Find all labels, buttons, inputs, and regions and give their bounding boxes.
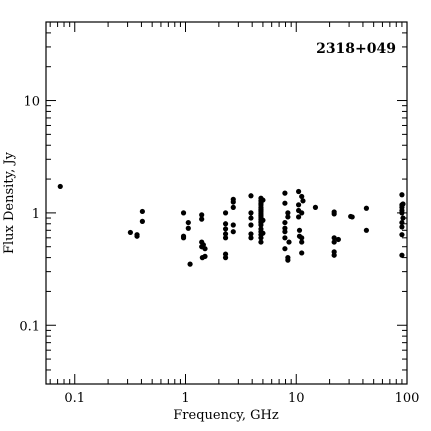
data-point: [285, 210, 291, 216]
data-point: [230, 229, 236, 235]
x-tick-label: 0.1: [64, 391, 85, 406]
data-point: [134, 232, 140, 238]
data-point: [331, 211, 337, 217]
data-point: [199, 216, 205, 222]
data-point: [399, 192, 405, 198]
y-tick-label: 0.1: [19, 319, 40, 334]
x-tick-label: 1: [181, 391, 189, 406]
data-point: [282, 190, 288, 196]
data-point: [258, 235, 264, 241]
data-point: [248, 210, 254, 216]
data-point: [349, 214, 355, 220]
data-point: [202, 253, 208, 259]
data-point: [399, 210, 405, 216]
data-point: [399, 232, 405, 238]
data-point: [180, 233, 187, 239]
plot-frame: [45, 21, 408, 385]
data-point: [139, 218, 145, 225]
y-tick-label: 10: [23, 95, 40, 110]
data-point: [185, 225, 191, 231]
data-point: [258, 239, 264, 245]
data-point: [200, 242, 206, 248]
data-point: [222, 210, 229, 216]
data-point: [139, 208, 145, 215]
data-point: [248, 193, 254, 199]
data-point: [295, 214, 302, 220]
data-point: [282, 200, 288, 206]
x-tick-label: 100: [395, 391, 420, 406]
y-tick-label: 1: [32, 207, 40, 222]
data-point: [230, 204, 236, 210]
data-point: [363, 205, 370, 211]
data-point: [258, 222, 264, 228]
data-point: [299, 235, 305, 241]
x-axis-tick-labels: 0.1 1 10 100: [64, 391, 419, 406]
data-point: [299, 239, 305, 245]
data-point: [363, 227, 370, 233]
data-point: [285, 214, 291, 220]
data-point: [299, 193, 305, 200]
data-point: [180, 210, 187, 216]
data-point: [286, 239, 292, 245]
data-point: [285, 257, 291, 263]
data-point: [185, 219, 191, 226]
data-point: [260, 230, 266, 236]
data-point: [222, 231, 229, 237]
data-point: [282, 235, 288, 241]
data-point: [299, 250, 305, 256]
x-axis-title: Frequency, GHz: [173, 408, 279, 423]
data-point: [399, 252, 405, 258]
data-point: [300, 198, 306, 204]
data-point: [282, 246, 288, 252]
data-point: [296, 227, 303, 233]
data-point: [222, 255, 229, 261]
data-point: [199, 212, 205, 218]
data-point: [248, 215, 254, 221]
data-point: [202, 246, 208, 252]
x-tick-label: 10: [288, 391, 305, 406]
data-point: [331, 252, 337, 258]
data-point: [399, 224, 405, 230]
data-point: [299, 210, 305, 216]
data-point: [248, 231, 254, 237]
data-point: [248, 222, 254, 228]
data-point: [312, 204, 319, 210]
y-axis-tick-labels: 0.1 1 10: [19, 95, 40, 335]
y-axis-title: Flux Density, Jy: [2, 151, 17, 254]
data-point: [282, 229, 288, 235]
x-axis-ticks: [49, 22, 408, 384]
data-point: [222, 221, 229, 227]
data-point: [295, 202, 302, 208]
data-point: [187, 261, 193, 267]
data-point: [260, 217, 266, 223]
data-point: [282, 219, 288, 226]
y-axis-ticks: [46, 21, 407, 385]
data-point: [230, 222, 236, 228]
data-points: [57, 183, 406, 267]
data-point: [331, 235, 337, 241]
data-point: [331, 239, 337, 245]
data-point: [260, 197, 266, 203]
data-point: [248, 235, 254, 241]
data-point: [335, 236, 341, 243]
data-point: [222, 235, 229, 241]
data-point: [230, 199, 236, 205]
data-point: [400, 215, 406, 221]
data-point: [57, 183, 63, 190]
source-label: 2318+049: [316, 41, 396, 57]
data-point: [399, 219, 405, 226]
data-point: [222, 226, 229, 232]
data-point: [400, 201, 406, 207]
data-point: [127, 229, 133, 236]
data-point: [295, 188, 302, 195]
